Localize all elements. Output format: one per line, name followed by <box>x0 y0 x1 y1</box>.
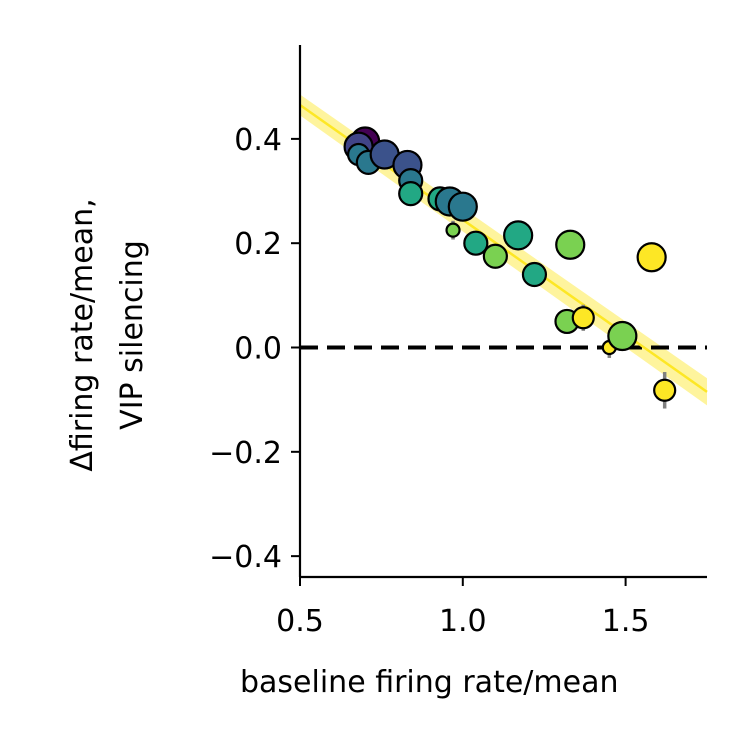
y-tick-label-0: −0.4 <box>209 540 282 575</box>
x-tick-label-1: 1.0 <box>439 604 487 639</box>
y-tick-label-2: 0.0 <box>234 332 282 367</box>
x-axis-label: baseline firing rate/mean <box>240 665 618 700</box>
data-point-10 <box>447 191 478 222</box>
data-point-7 <box>398 181 424 207</box>
data-point-22 <box>653 378 677 402</box>
data-point-12 <box>463 230 489 256</box>
y-tick-label-1: −0.2 <box>209 436 282 471</box>
y-tick-label-3: 0.2 <box>234 227 282 262</box>
y-axis-label-line-1: Δfiring rate/mean, <box>65 198 100 471</box>
data-point-13 <box>482 243 508 269</box>
data-point-20 <box>607 320 638 352</box>
x-tick-label-0: 0.5 <box>276 604 324 639</box>
data-point-18 <box>571 306 595 330</box>
x-tick-label-2: 1.5 <box>602 604 650 639</box>
data-point-15 <box>521 261 548 288</box>
y-axis-label-line-2: VIP silencing <box>115 240 150 430</box>
data-point-21 <box>636 242 667 273</box>
data-point-11 <box>445 222 461 238</box>
data-point-14 <box>503 220 534 251</box>
data-point-16 <box>555 229 586 260</box>
y-tick-label-4: 0.4 <box>234 123 282 158</box>
